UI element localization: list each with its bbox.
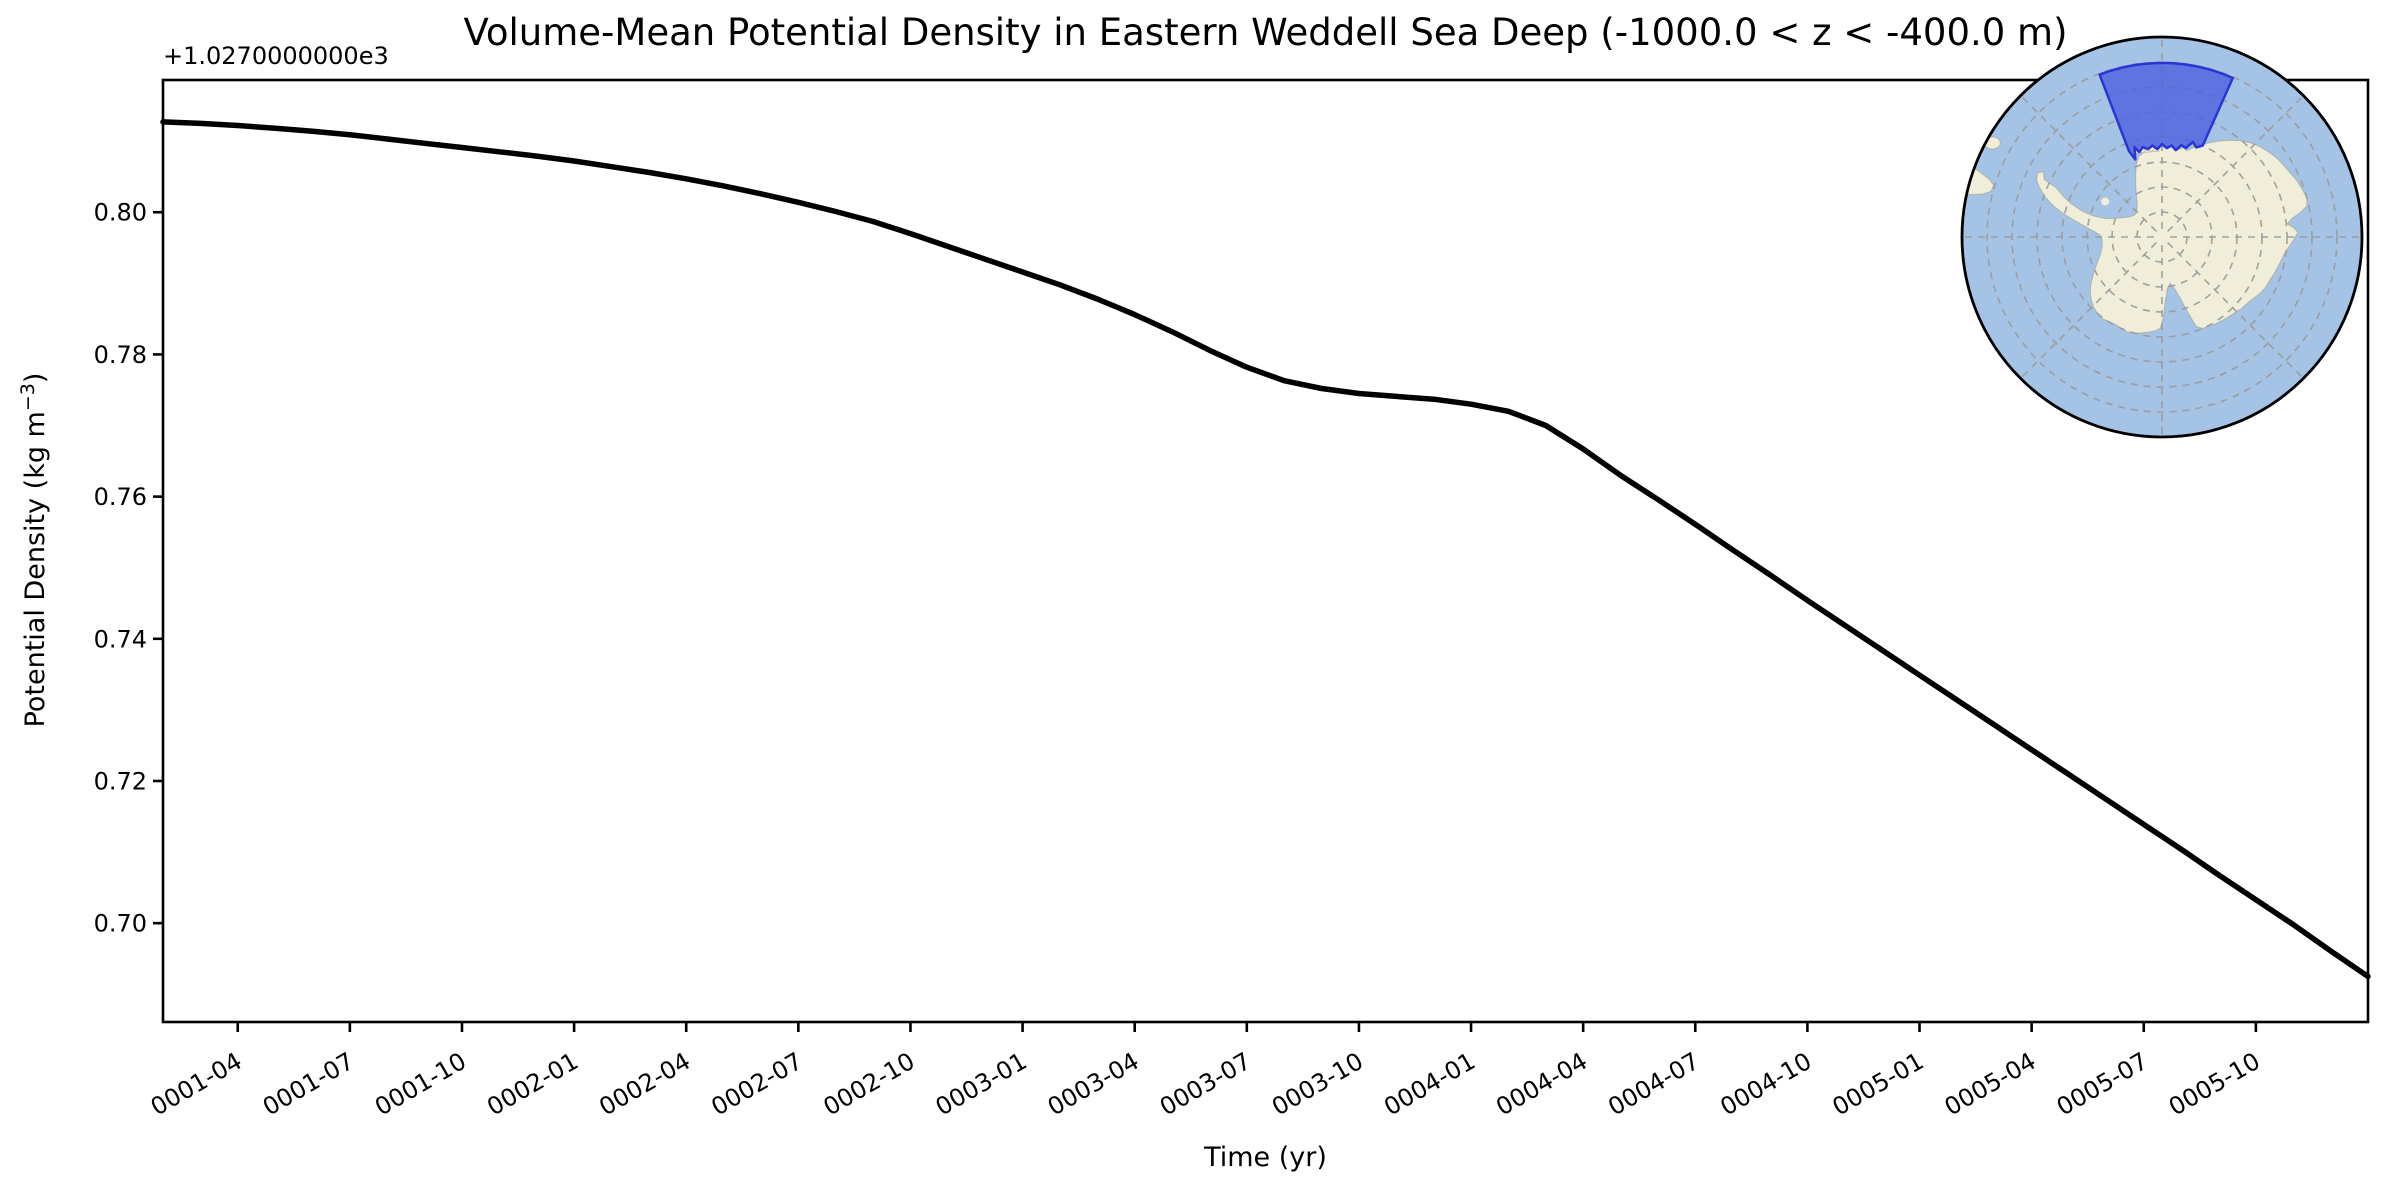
y-tick-label: 0.78 bbox=[94, 341, 147, 369]
map-land-antarctica bbox=[2036, 139, 2308, 334]
x-tick-label: 0002-07 bbox=[706, 1047, 807, 1121]
y-tick-label: 0.80 bbox=[94, 199, 147, 227]
chart-title: Volume-Mean Potential Density in Eastern… bbox=[463, 11, 2068, 54]
x-tick-label: 0004-04 bbox=[1491, 1047, 1592, 1121]
data-line bbox=[160, 119, 2371, 980]
map-graticule-parallel bbox=[2086, 161, 2238, 313]
y-axis-label-close: ) bbox=[20, 372, 51, 384]
map-graticule-parallel bbox=[2136, 211, 2188, 263]
map-graticule-parallel bbox=[2061, 136, 2263, 338]
x-tick-label: 0004-10 bbox=[1716, 1047, 1817, 1121]
map-ocean bbox=[1962, 37, 2362, 437]
x-tick-label: 0003-07 bbox=[1155, 1047, 1256, 1121]
y-tick-label: 0.74 bbox=[94, 625, 147, 653]
y-axis-label-text: Potential Density (kg m bbox=[20, 411, 51, 728]
x-tick-label: 0003-10 bbox=[1267, 1047, 1368, 1121]
x-tick-label: 0002-10 bbox=[819, 1047, 920, 1121]
map-graticule-parallel bbox=[2011, 86, 2313, 388]
axes-frame bbox=[161, 78, 2370, 1024]
x-tick-label: 0005-04 bbox=[1940, 1047, 2041, 1121]
x-tick-label: 0004-01 bbox=[1379, 1047, 1480, 1121]
map-highlight-region-eastern-weddell bbox=[2098, 61, 2235, 161]
x-tick-label: 0001-04 bbox=[146, 1047, 247, 1121]
x-tick-label: 0005-07 bbox=[2052, 1047, 2153, 1121]
map-land-south-america bbox=[1962, 157, 1995, 196]
x-tick-label: 0005-10 bbox=[2164, 1047, 2265, 1121]
x-tick-label: 0003-04 bbox=[1043, 1047, 1144, 1121]
map-boundary bbox=[1960, 35, 2364, 439]
x-axis-label: Time (yr) bbox=[1204, 1142, 1327, 1173]
x-tick-label: 0003-01 bbox=[931, 1047, 1032, 1121]
map-graticule-meridian bbox=[2020, 95, 2157, 232]
map-graticule-parallel bbox=[2111, 186, 2213, 288]
x-tick-label: 0001-10 bbox=[370, 1047, 471, 1121]
map-graticule-meridian bbox=[2167, 242, 2304, 379]
x-tick-label: 0001-07 bbox=[258, 1047, 359, 1121]
map-islet bbox=[2101, 197, 2110, 206]
map-graticule-parallel bbox=[1986, 61, 2338, 413]
map-graticule-meridian bbox=[2167, 95, 2304, 232]
map-graticule-parallel bbox=[2036, 111, 2288, 363]
y-axis-label: Potential Density (kg m−3) bbox=[17, 373, 51, 728]
x-tick-label: 0004-07 bbox=[1603, 1047, 1704, 1121]
x-tick-label: 0005-01 bbox=[1828, 1047, 1929, 1121]
y-tick-label: 0.72 bbox=[94, 767, 147, 795]
x-tick-label: 0002-01 bbox=[482, 1047, 583, 1121]
x-tick-label: 0002-04 bbox=[594, 1047, 695, 1121]
map-graticule-meridian bbox=[2020, 242, 2157, 379]
antarctica-inset-map bbox=[1962, 37, 2362, 437]
map-island bbox=[1983, 136, 2001, 150]
y-tick-label: 0.70 bbox=[94, 910, 147, 938]
y-axis-offset-text: +1.0270000000e3 bbox=[163, 42, 389, 70]
y-tick-label: 0.76 bbox=[94, 483, 147, 511]
y-axis-label-exponent: −3 bbox=[17, 383, 39, 412]
